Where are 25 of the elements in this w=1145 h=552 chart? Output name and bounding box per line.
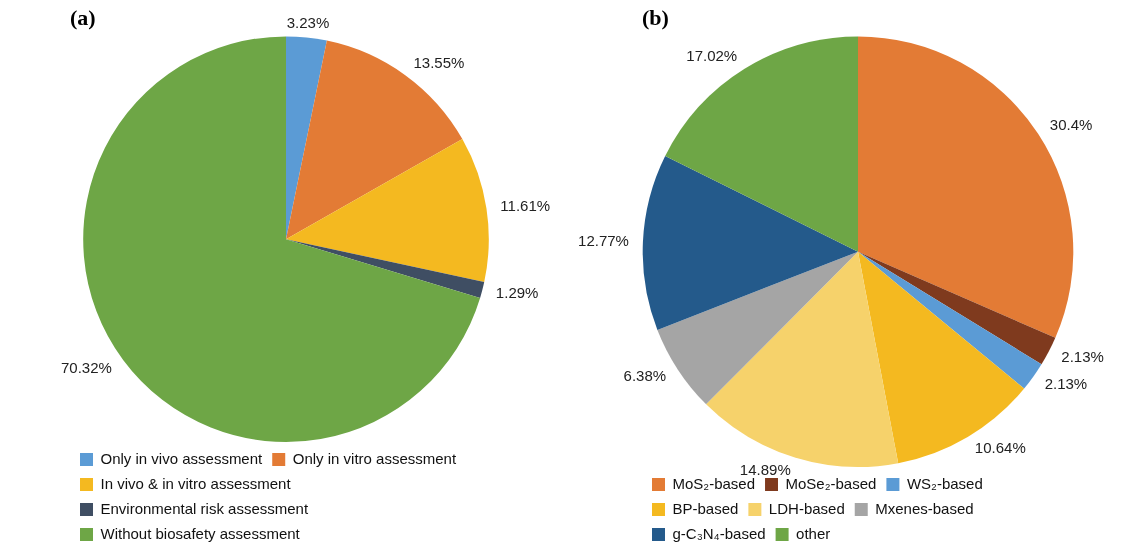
legend-label: Only in vitro assessment bbox=[292, 449, 457, 467]
legend-label: g-C₃N₄-based bbox=[672, 524, 766, 542]
legend-label: Mxenes-based bbox=[875, 499, 974, 517]
data-label: 11.61% bbox=[500, 196, 551, 214]
data-label: 13.55% bbox=[413, 53, 465, 71]
data-label: 17.02% bbox=[686, 46, 738, 64]
legend-label: Environmental risk assessment bbox=[100, 499, 309, 517]
legend-label: BP-based bbox=[672, 499, 739, 517]
data-label: 1.29% bbox=[495, 283, 539, 301]
data-label: 70.32% bbox=[61, 358, 112, 376]
data-label: 2.13% bbox=[1044, 375, 1088, 393]
data-label: 6.38% bbox=[623, 367, 667, 385]
legend-label: Without biosafety assessment bbox=[100, 524, 301, 542]
data-label: 2.13% bbox=[1061, 347, 1104, 365]
data-label: 3.23% bbox=[286, 13, 330, 31]
data-label: 10.64% bbox=[974, 439, 1026, 457]
chart-title: (b) bbox=[642, 4, 669, 30]
legend-label: WS₂-based bbox=[906, 474, 983, 492]
legend-label: Only in vivo assessment bbox=[100, 449, 264, 467]
legend-label: other bbox=[796, 524, 831, 542]
legend-label: LDH-based bbox=[768, 499, 845, 517]
legend-label: In vivo & in vitro assessment bbox=[100, 474, 292, 492]
chart-title: (a) bbox=[70, 4, 96, 30]
data-label: 12.77% bbox=[578, 231, 629, 249]
data-label: 30.4% bbox=[1049, 116, 1093, 134]
